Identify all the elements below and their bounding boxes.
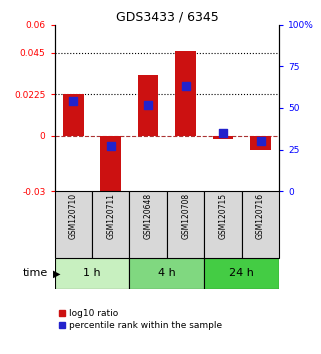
Text: GSM120715: GSM120715 [219, 193, 228, 239]
Point [146, 102, 151, 108]
Point [183, 84, 188, 89]
Bar [213, 136, 233, 139]
Bar [204, 191, 242, 258]
Text: time: time [23, 268, 48, 279]
Text: ▶: ▶ [53, 268, 60, 279]
Text: GSM120708: GSM120708 [181, 193, 190, 239]
Point [108, 143, 113, 149]
Point [221, 130, 226, 136]
Bar [55, 258, 129, 289]
Bar [100, 136, 121, 204]
Text: 1 h: 1 h [83, 268, 101, 279]
Text: GSM120716: GSM120716 [256, 193, 265, 239]
Title: GDS3433 / 6345: GDS3433 / 6345 [116, 11, 218, 24]
Bar [63, 94, 83, 136]
Legend: log10 ratio, percentile rank within the sample: log10 ratio, percentile rank within the … [59, 309, 222, 330]
Point [258, 138, 263, 144]
Bar [204, 258, 279, 289]
Bar [129, 191, 167, 258]
Text: GSM120711: GSM120711 [106, 193, 115, 239]
Bar [55, 191, 92, 258]
Bar [242, 191, 279, 258]
Bar [92, 191, 129, 258]
Text: 24 h: 24 h [230, 268, 254, 279]
Text: GSM120648: GSM120648 [144, 193, 153, 239]
Point [71, 98, 76, 104]
Bar [167, 191, 204, 258]
Bar [250, 136, 271, 150]
Bar [175, 51, 196, 136]
Text: GSM120710: GSM120710 [69, 193, 78, 239]
Bar [129, 258, 204, 289]
Bar [138, 75, 159, 136]
Text: 4 h: 4 h [158, 268, 176, 279]
